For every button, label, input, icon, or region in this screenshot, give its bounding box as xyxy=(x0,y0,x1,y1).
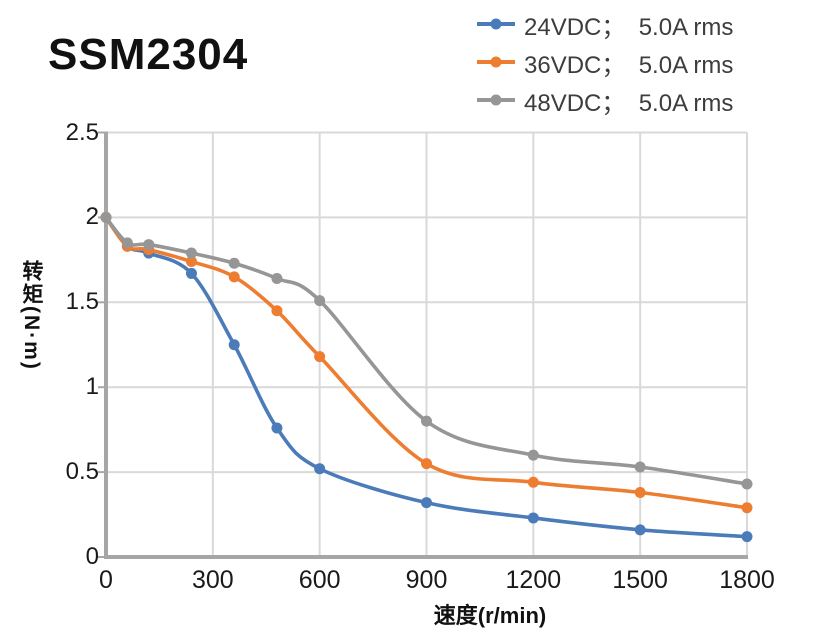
series-marker-0 xyxy=(185,267,197,279)
y-tick-label: 2.5 xyxy=(65,118,99,146)
series-marker-1 xyxy=(421,458,432,470)
y-axis-title: 转矩(N·m) xyxy=(20,260,43,371)
series-marker-2 xyxy=(228,257,240,269)
series-marker-1 xyxy=(271,305,283,317)
series-marker-2 xyxy=(421,415,432,427)
series-marker-2 xyxy=(100,211,112,223)
series-marker-1 xyxy=(314,351,326,363)
series-marker-2 xyxy=(143,239,155,251)
x-axis-title: 速度(r/min) xyxy=(433,603,547,628)
series-marker-0 xyxy=(228,339,240,351)
legend-label: 48VDC； 5.0A rms xyxy=(524,89,734,117)
legend-item-1: 36VDC； 5.0A rms xyxy=(476,48,733,79)
legend: 24VDC； 5.0A rms 36VDC； 5.0A rms 48VDC； 5.0… xyxy=(476,10,733,124)
y-tick-label: 0.5 xyxy=(65,458,99,486)
x-tick-label: 1800 xyxy=(719,566,775,594)
series-marker-1 xyxy=(634,486,646,498)
series-marker-0 xyxy=(271,422,283,434)
series-marker-2 xyxy=(185,247,197,259)
legend-item-2: 48VDC； 5.0A rms xyxy=(476,86,733,117)
legend-marker-icon xyxy=(477,56,515,68)
series-marker-2 xyxy=(271,273,283,285)
series-marker-1 xyxy=(741,502,753,514)
series-marker-2 xyxy=(634,461,646,473)
series-marker-0 xyxy=(421,497,432,509)
x-tick-label: 600 xyxy=(298,566,341,594)
series-marker-0 xyxy=(527,512,539,524)
y-tick-label: 0 xyxy=(85,543,99,570)
series-marker-0 xyxy=(634,524,646,536)
y-tick-label: 2 xyxy=(85,203,99,231)
legend-label: 36VDC； 5.0A rms xyxy=(524,51,734,79)
x-tick-label: 1200 xyxy=(505,566,562,594)
series-marker-0 xyxy=(314,463,326,475)
x-tick-label: 900 xyxy=(405,566,448,594)
y-tick-label: 1 xyxy=(85,373,99,401)
legend-label: 24VDC； 5.0A rms xyxy=(524,13,734,41)
x-tick-label: 0 xyxy=(99,566,113,594)
legend-marker-icon xyxy=(477,94,515,106)
x-tick-label: 1500 xyxy=(612,566,668,594)
series-marker-2 xyxy=(527,449,539,461)
series-marker-2 xyxy=(314,295,326,307)
series-marker-2 xyxy=(741,478,753,490)
series-marker-1 xyxy=(228,271,240,283)
series-marker-1 xyxy=(185,256,197,268)
series-marker-1 xyxy=(527,476,539,488)
x-tick-label: 300 xyxy=(191,566,234,594)
series-marker-0 xyxy=(741,531,753,543)
series-marker-2 xyxy=(121,237,133,249)
y-tick-label: 1.5 xyxy=(65,288,99,316)
legend-marker-icon xyxy=(477,18,515,30)
chart-title: SSM2304 xyxy=(48,30,249,79)
legend-item-0: 24VDC； 5.0A rms xyxy=(476,10,733,41)
